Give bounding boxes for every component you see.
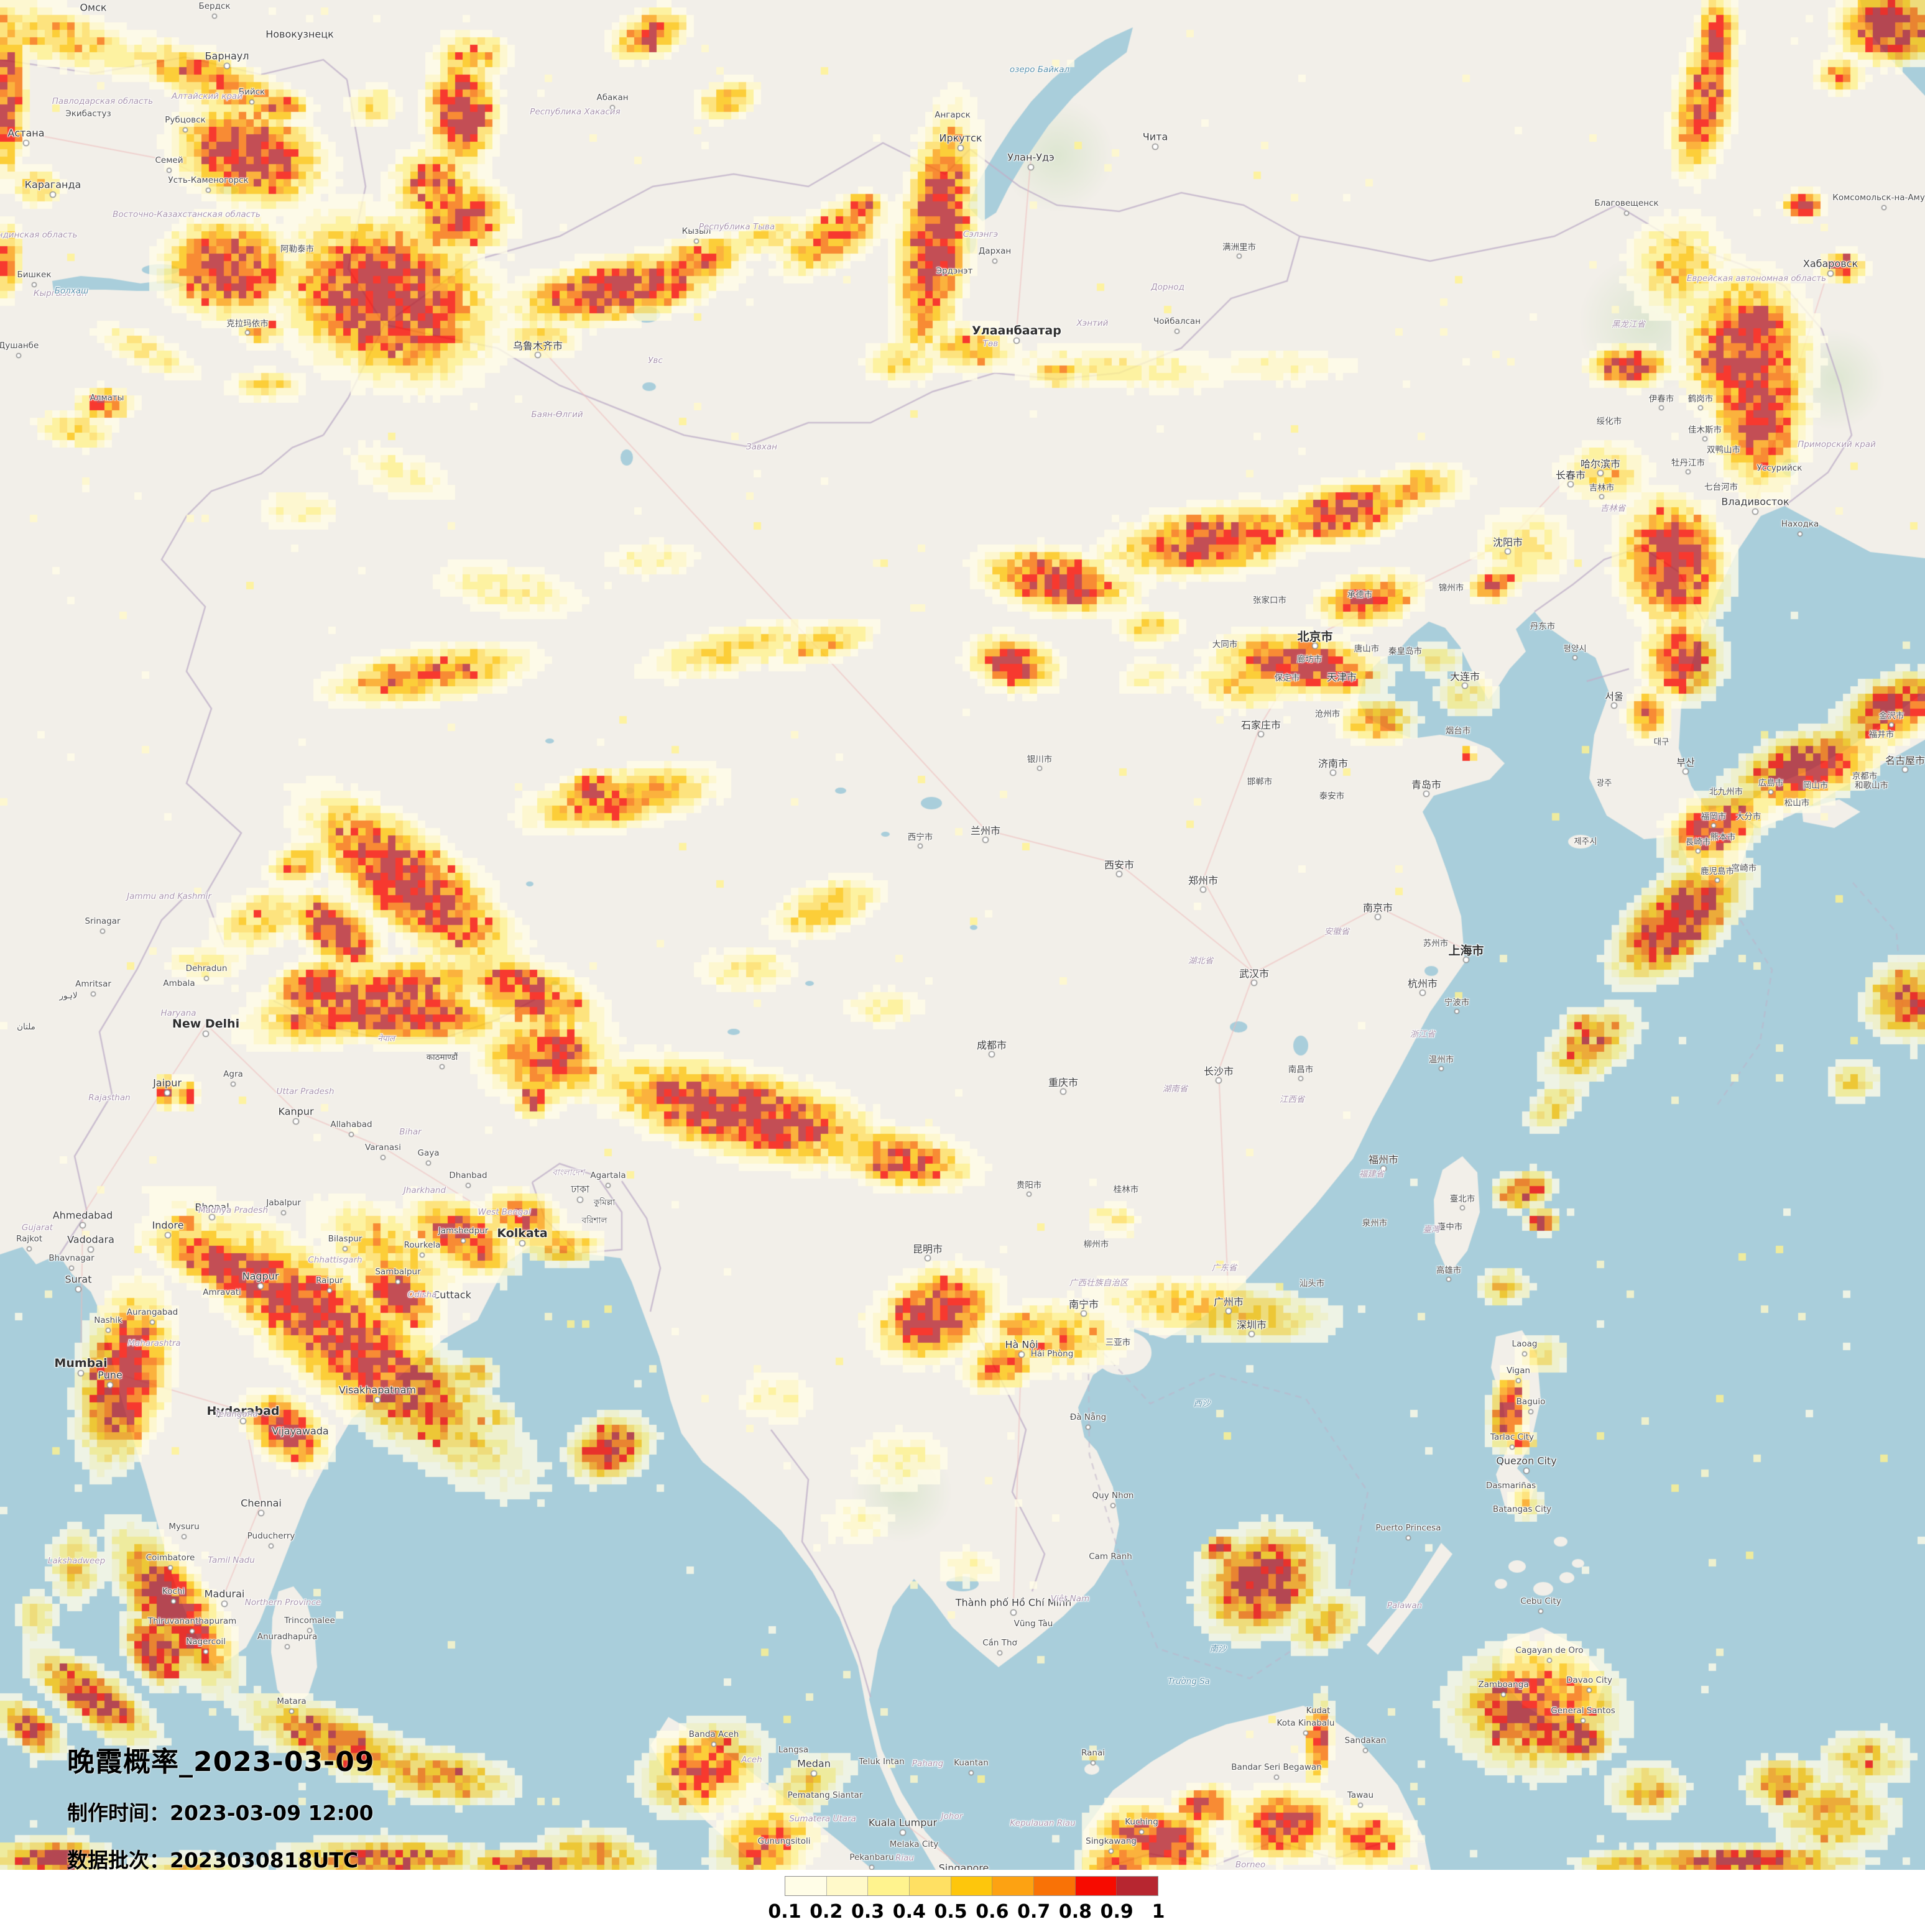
legend-tick-label: 0.1 — [768, 1901, 801, 1923]
map-title: 晚霞概率_2023-03-09 — [67, 1746, 375, 1778]
legend-strip: 0.1 0.2 0.3 0.4 0.5 0.6 0.7 0.8 0.9 1 — [0, 1870, 1925, 1932]
legend-tick-label: 0.2 — [810, 1901, 843, 1923]
legend-tick-label: 0.6 — [976, 1901, 1009, 1923]
legend-tick-label: 0.5 — [934, 1901, 967, 1923]
title-block: 晚霞概率_2023-03-09 制作时间：2023-03-09 12:00 数据… — [67, 1739, 374, 1874]
legend-color-box — [1034, 1877, 1076, 1895]
legend-tick-label: 0.9 — [1100, 1901, 1133, 1923]
legend-color-box — [951, 1877, 993, 1895]
data-batch-label: 数据批次： — [67, 1848, 170, 1872]
legend-tick-label: 0.7 — [1017, 1901, 1051, 1923]
legend-tick-label: 1 — [1152, 1901, 1165, 1923]
legend-tick-label: 0.4 — [892, 1901, 926, 1923]
production-time-label: 制作时间： — [67, 1801, 170, 1825]
legend-colorbar — [785, 1876, 1158, 1896]
data-batch-row: 数据批次：2023030818UTC — [67, 1844, 374, 1874]
production-time-value: 2023-03-09 12:00 — [170, 1801, 374, 1825]
legend-color-box — [1075, 1877, 1117, 1895]
production-time-row: 制作时间：2023-03-09 12:00 — [67, 1796, 374, 1826]
legend-color-box — [785, 1877, 827, 1895]
legend-tick-label: 0.3 — [851, 1901, 885, 1923]
legend-color-box — [1117, 1877, 1158, 1895]
legend-color-box — [826, 1877, 869, 1895]
legend-color-box — [910, 1877, 951, 1895]
legend-color-box — [992, 1877, 1035, 1895]
legend-tick-label: 0.8 — [1058, 1901, 1092, 1923]
legend-tick-labels: 0.1 0.2 0.3 0.4 0.5 0.6 0.7 0.8 0.9 1 — [0, 1901, 1925, 1926]
data-batch-value: 2023030818UTC — [170, 1848, 359, 1872]
legend-color-box — [868, 1877, 910, 1895]
